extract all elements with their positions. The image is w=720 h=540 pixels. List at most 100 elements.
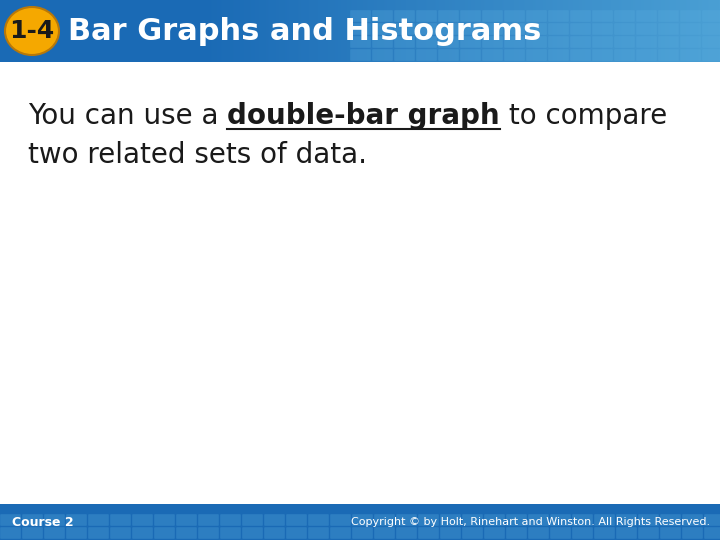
FancyBboxPatch shape bbox=[548, 23, 569, 35]
FancyBboxPatch shape bbox=[526, 10, 546, 22]
FancyBboxPatch shape bbox=[702, 36, 720, 48]
FancyBboxPatch shape bbox=[683, 514, 703, 526]
FancyBboxPatch shape bbox=[550, 514, 571, 526]
Ellipse shape bbox=[5, 7, 59, 55]
FancyBboxPatch shape bbox=[504, 36, 525, 48]
FancyBboxPatch shape bbox=[372, 10, 393, 22]
FancyBboxPatch shape bbox=[372, 23, 393, 35]
FancyBboxPatch shape bbox=[132, 527, 153, 539]
FancyBboxPatch shape bbox=[350, 10, 371, 22]
FancyBboxPatch shape bbox=[484, 514, 505, 526]
FancyBboxPatch shape bbox=[680, 23, 701, 35]
Text: You can use a: You can use a bbox=[28, 102, 228, 130]
FancyBboxPatch shape bbox=[594, 514, 615, 526]
FancyBboxPatch shape bbox=[570, 49, 591, 61]
FancyBboxPatch shape bbox=[593, 49, 613, 61]
FancyBboxPatch shape bbox=[418, 527, 438, 539]
Bar bbox=[0, 504, 720, 540]
FancyBboxPatch shape bbox=[504, 23, 525, 35]
FancyBboxPatch shape bbox=[528, 527, 549, 539]
FancyBboxPatch shape bbox=[572, 527, 593, 539]
FancyBboxPatch shape bbox=[438, 23, 459, 35]
FancyBboxPatch shape bbox=[593, 36, 613, 48]
FancyBboxPatch shape bbox=[395, 10, 415, 22]
FancyBboxPatch shape bbox=[372, 49, 393, 61]
FancyBboxPatch shape bbox=[220, 514, 240, 526]
FancyBboxPatch shape bbox=[154, 527, 175, 539]
FancyBboxPatch shape bbox=[636, 23, 657, 35]
FancyBboxPatch shape bbox=[395, 49, 415, 61]
FancyBboxPatch shape bbox=[658, 23, 679, 35]
FancyBboxPatch shape bbox=[374, 514, 395, 526]
FancyBboxPatch shape bbox=[506, 514, 527, 526]
FancyBboxPatch shape bbox=[660, 514, 681, 526]
Text: Bar Graphs and Histograms: Bar Graphs and Histograms bbox=[68, 17, 541, 45]
FancyBboxPatch shape bbox=[89, 527, 109, 539]
Text: two related sets of data.: two related sets of data. bbox=[28, 141, 367, 169]
FancyBboxPatch shape bbox=[658, 10, 679, 22]
FancyBboxPatch shape bbox=[438, 36, 459, 48]
FancyBboxPatch shape bbox=[504, 10, 525, 22]
FancyBboxPatch shape bbox=[110, 514, 131, 526]
Bar bbox=[0, 0, 720, 62]
FancyBboxPatch shape bbox=[44, 514, 65, 526]
FancyBboxPatch shape bbox=[484, 527, 505, 539]
FancyBboxPatch shape bbox=[395, 36, 415, 48]
FancyBboxPatch shape bbox=[460, 49, 481, 61]
FancyBboxPatch shape bbox=[462, 527, 483, 539]
FancyBboxPatch shape bbox=[176, 514, 197, 526]
FancyBboxPatch shape bbox=[683, 527, 703, 539]
Text: double-bar graph: double-bar graph bbox=[228, 102, 500, 130]
FancyBboxPatch shape bbox=[504, 49, 525, 61]
FancyBboxPatch shape bbox=[680, 49, 701, 61]
FancyBboxPatch shape bbox=[66, 514, 87, 526]
FancyBboxPatch shape bbox=[704, 527, 720, 539]
FancyBboxPatch shape bbox=[702, 49, 720, 61]
FancyBboxPatch shape bbox=[154, 514, 175, 526]
FancyBboxPatch shape bbox=[89, 514, 109, 526]
FancyBboxPatch shape bbox=[616, 514, 636, 526]
FancyBboxPatch shape bbox=[702, 10, 720, 22]
FancyBboxPatch shape bbox=[594, 527, 615, 539]
FancyBboxPatch shape bbox=[330, 514, 351, 526]
FancyBboxPatch shape bbox=[593, 23, 613, 35]
FancyBboxPatch shape bbox=[395, 23, 415, 35]
FancyBboxPatch shape bbox=[308, 527, 329, 539]
FancyBboxPatch shape bbox=[176, 527, 197, 539]
FancyBboxPatch shape bbox=[638, 514, 659, 526]
FancyBboxPatch shape bbox=[460, 23, 481, 35]
FancyBboxPatch shape bbox=[572, 514, 593, 526]
FancyBboxPatch shape bbox=[638, 527, 659, 539]
FancyBboxPatch shape bbox=[308, 514, 329, 526]
FancyBboxPatch shape bbox=[44, 527, 65, 539]
FancyBboxPatch shape bbox=[66, 527, 87, 539]
FancyBboxPatch shape bbox=[198, 514, 219, 526]
FancyBboxPatch shape bbox=[22, 514, 42, 526]
FancyBboxPatch shape bbox=[287, 514, 307, 526]
FancyBboxPatch shape bbox=[132, 514, 153, 526]
FancyBboxPatch shape bbox=[506, 527, 527, 539]
FancyBboxPatch shape bbox=[462, 514, 483, 526]
FancyBboxPatch shape bbox=[482, 49, 503, 61]
FancyBboxPatch shape bbox=[0, 514, 21, 526]
FancyBboxPatch shape bbox=[482, 23, 503, 35]
FancyBboxPatch shape bbox=[352, 514, 373, 526]
FancyBboxPatch shape bbox=[614, 10, 635, 22]
FancyBboxPatch shape bbox=[418, 514, 438, 526]
FancyBboxPatch shape bbox=[0, 527, 21, 539]
Text: 1-4: 1-4 bbox=[9, 19, 55, 43]
FancyBboxPatch shape bbox=[636, 49, 657, 61]
FancyBboxPatch shape bbox=[372, 36, 393, 48]
FancyBboxPatch shape bbox=[287, 527, 307, 539]
FancyBboxPatch shape bbox=[416, 23, 437, 35]
FancyBboxPatch shape bbox=[614, 36, 635, 48]
FancyBboxPatch shape bbox=[460, 36, 481, 48]
FancyBboxPatch shape bbox=[416, 36, 437, 48]
FancyBboxPatch shape bbox=[350, 36, 371, 48]
FancyBboxPatch shape bbox=[526, 23, 546, 35]
Text: Course 2: Course 2 bbox=[12, 516, 73, 529]
FancyBboxPatch shape bbox=[482, 36, 503, 48]
FancyBboxPatch shape bbox=[660, 527, 681, 539]
FancyBboxPatch shape bbox=[242, 527, 263, 539]
FancyBboxPatch shape bbox=[482, 10, 503, 22]
